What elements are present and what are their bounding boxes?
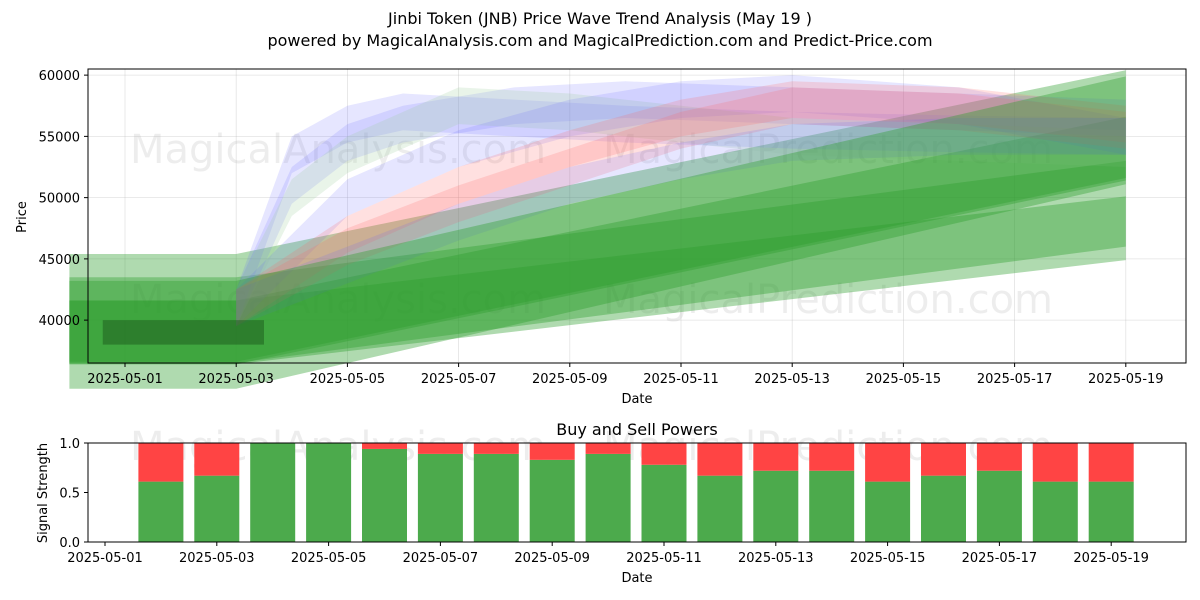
watermark-layer: MagicalAnalysis.com MagicalPrediction.co… xyxy=(130,127,1053,323)
top-x-axis-label: Date xyxy=(621,392,652,407)
x-tick-label: 2025-05-13 xyxy=(754,372,830,387)
price-band-lightgreen xyxy=(236,87,1126,327)
buy-bar xyxy=(194,475,240,542)
x-tick-label: 2025-05-07 xyxy=(403,551,479,566)
x-tick-label: 2025-05-03 xyxy=(179,551,255,566)
y-tick-label: 50000 xyxy=(39,192,80,207)
x-tick-label: 2025-05-17 xyxy=(977,372,1053,387)
watermark-analysis: MagicalAnalysis.com xyxy=(130,277,546,323)
x-tick-label: 2025-05-01 xyxy=(67,551,143,566)
y-tick-label: 45000 xyxy=(39,253,80,268)
top-y-ticks: 40000 45000 50000 55000 60000 xyxy=(39,69,88,329)
buy-bar xyxy=(417,453,463,542)
watermark-prediction: MagicalPrediction.com xyxy=(603,127,1053,173)
sell-bar xyxy=(473,443,519,454)
x-tick-label: 2025-05-09 xyxy=(532,372,608,387)
price-band-red xyxy=(236,81,1126,327)
x-tick-label: 2025-05-19 xyxy=(1073,551,1149,566)
x-tick-label: 2025-05-19 xyxy=(1088,372,1164,387)
sell-bar xyxy=(921,443,966,476)
sell-bar xyxy=(194,443,240,476)
x-tick-label: 2025-05-11 xyxy=(643,372,719,387)
y-tick-label: 0.5 xyxy=(59,487,80,502)
sell-bar xyxy=(976,443,1022,471)
sell-bar xyxy=(529,443,575,460)
buy-bar xyxy=(473,453,519,542)
price-bands xyxy=(69,70,1126,389)
buy-bar xyxy=(1088,481,1134,542)
buy-bar xyxy=(976,470,1022,542)
x-tick-label: 2025-05-17 xyxy=(962,551,1038,566)
bottom-y-ticks: 0.0 0.5 1.0 xyxy=(59,437,88,551)
y-tick-label: 1.0 xyxy=(59,437,80,452)
y-tick-label: 60000 xyxy=(39,69,80,84)
buy-bar xyxy=(362,448,407,542)
top-x-ticks: 2025-05-01 2025-05-03 2025-05-05 2025-05-07… xyxy=(87,363,1164,387)
top-plot-frame xyxy=(87,68,1187,364)
buy-bar xyxy=(641,464,687,542)
price-band-green xyxy=(69,70,1126,362)
buy-bar xyxy=(585,453,631,542)
price-band-base xyxy=(102,320,264,345)
buy-bar xyxy=(1032,481,1078,542)
bottom-x-ticks: 2025-05-01 2025-05-03 2025-05-05 2025-05-07… xyxy=(67,542,1149,566)
bottom-y-axis-label: Signal Strength xyxy=(36,443,51,543)
signal-bars xyxy=(138,443,1134,542)
price-wave-chart: MagicalAnalysis.com MagicalPrediction.co… xyxy=(15,68,1187,407)
bottom-chart-title: Buy and Sell Powers xyxy=(556,420,718,439)
buy-bar xyxy=(250,443,296,542)
sell-bar xyxy=(138,443,184,482)
x-tick-label: 2025-05-11 xyxy=(626,551,702,566)
top-gridlines xyxy=(88,69,1186,363)
y-tick-label: 55000 xyxy=(39,130,80,145)
buy-sell-chart: Buy and Sell Powers MagicalAnalysis.com … xyxy=(36,420,1187,586)
x-tick-label: 2025-05-05 xyxy=(291,551,367,566)
x-tick-label: 2025-05-15 xyxy=(866,372,942,387)
watermark-prediction: MagicalPrediction.com xyxy=(603,277,1053,323)
sell-bar xyxy=(362,443,407,449)
chart-subtitle: powered by MagicalAnalysis.com and Magic… xyxy=(267,31,933,50)
sell-bar xyxy=(865,443,911,482)
buy-bar xyxy=(697,475,743,542)
price-band-blue xyxy=(236,118,1126,327)
sell-bar xyxy=(753,443,799,471)
price-band-red xyxy=(236,87,1126,327)
price-band-green xyxy=(69,116,1126,365)
price-band-green xyxy=(69,76,1126,389)
top-y-axis-label: Price xyxy=(15,201,30,233)
sell-bar xyxy=(809,443,855,471)
x-tick-label: 2025-05-07 xyxy=(421,372,497,387)
buy-bar xyxy=(306,443,352,542)
price-band-blue xyxy=(236,93,1126,327)
sell-bar xyxy=(417,443,463,454)
price-band-blue xyxy=(236,81,1126,327)
buy-bar xyxy=(865,481,911,542)
chart-title: Jinbi Token (JNB) Price Wave Trend Analy… xyxy=(388,9,812,28)
buy-bar xyxy=(753,470,799,542)
bottom-x-axis-label: Date xyxy=(621,571,652,586)
sell-bar xyxy=(585,443,631,454)
price-band-blue xyxy=(236,75,1126,327)
buy-bar xyxy=(529,459,575,542)
x-tick-label: 2025-05-03 xyxy=(198,372,274,387)
y-tick-label: 40000 xyxy=(39,314,80,329)
x-tick-label: 2025-05-09 xyxy=(514,551,590,566)
watermark-analysis: MagicalAnalysis.com xyxy=(130,127,546,173)
sell-bar xyxy=(697,443,743,476)
sell-bar xyxy=(641,443,687,465)
buy-bar xyxy=(921,475,966,542)
price-band-green xyxy=(69,196,1126,365)
buy-bar xyxy=(138,481,184,542)
x-tick-label: 2025-05-05 xyxy=(310,372,386,387)
price-band-green xyxy=(69,160,1126,363)
x-tick-label: 2025-05-13 xyxy=(738,551,814,566)
buy-bar xyxy=(809,470,855,542)
sell-bar xyxy=(1088,443,1134,482)
x-tick-label: 2025-05-01 xyxy=(87,372,163,387)
x-tick-label: 2025-05-15 xyxy=(850,551,926,566)
y-tick-label: 0.0 xyxy=(59,536,80,551)
sell-bar xyxy=(1032,443,1078,482)
